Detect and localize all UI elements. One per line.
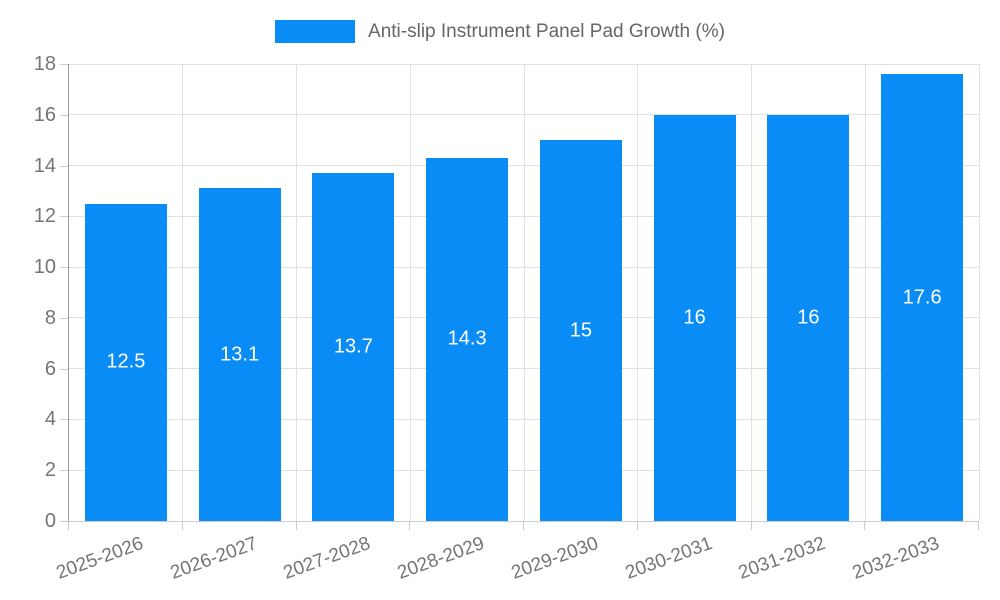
x-tick-label: 2027-2028 [280, 533, 374, 584]
y-axis-tick [60, 114, 68, 116]
y-tick-label: 18 [33, 53, 56, 75]
legend-swatch [275, 20, 356, 43]
y-tick-label: 16 [33, 103, 56, 126]
y-axis-tick [60, 165, 68, 167]
legend-item[interactable]: Anti-slip Instrument Panel Pad Growth (%… [0, 20, 1000, 43]
x-axis-tick [750, 522, 752, 530]
y-tick-label: 0 [44, 510, 56, 532]
y-tick-label: 2 [44, 459, 56, 482]
bar-value-label: 17.6 [902, 286, 942, 309]
x-tick-label: 2026-2027 [167, 533, 260, 584]
x-axis-tick [523, 522, 524, 530]
bar[interactable]: 13.7 [312, 173, 395, 521]
x-gridline [864, 64, 866, 521]
y-tick-label: 10 [33, 256, 56, 279]
x-tick-label: 2029-2030 [508, 533, 602, 584]
y-axis-tick [60, 267, 68, 269]
bar-value-label: 15 [569, 319, 592, 342]
y-axis-tick [60, 521, 68, 522]
bar[interactable]: 14.3 [426, 157, 509, 521]
bar-value-label: 14.3 [447, 327, 487, 350]
y-tick-label: 6 [44, 357, 56, 380]
bar-value-label: 16 [797, 306, 820, 329]
bar[interactable]: 16 [653, 114, 736, 521]
y-axis-tick [60, 216, 68, 218]
y-tick-label: 12 [33, 205, 56, 228]
bar[interactable]: 15 [539, 140, 622, 521]
x-tick-label: 2028-2029 [394, 533, 488, 584]
x-axis-tick [978, 522, 979, 530]
y-axis-tick [60, 470, 68, 472]
y-axis-tick [60, 419, 68, 421]
y-tick-label: 14 [33, 154, 56, 177]
plot-area: 12.5 13.1 13.7 14.3 15 16 16 17.6 [68, 63, 980, 522]
bar[interactable]: 16 [767, 114, 850, 521]
x-gridline [182, 64, 184, 521]
bar-value-label: 13.7 [333, 335, 373, 358]
legend-label: Anti-slip Instrument Panel Pad Growth (%… [368, 21, 725, 42]
y-axis-tick [60, 64, 68, 65]
bar-value-label: 12.5 [106, 350, 146, 373]
y-axis-tick [60, 317, 68, 319]
x-gridline [523, 64, 525, 521]
x-tick-label: 2030-2031 [622, 533, 715, 584]
y-tick-label: 4 [44, 408, 56, 431]
bar[interactable]: 17.6 [881, 74, 964, 521]
x-axis-tick [295, 522, 297, 530]
x-tick-label: 2025-2026 [53, 533, 147, 584]
x-gridline [296, 64, 297, 521]
y-axis-tick [60, 368, 68, 370]
y-tick-label: 8 [44, 306, 56, 329]
x-tick-label: 2032-2033 [849, 533, 943, 584]
x-axis-tick [181, 522, 183, 530]
bar-value-label: 13.1 [220, 343, 260, 366]
bar[interactable]: 13.1 [198, 188, 281, 521]
x-gridline [751, 64, 752, 521]
bar-value-label: 16 [683, 306, 706, 329]
x-gridline [409, 64, 411, 521]
x-axis-tick [636, 522, 638, 530]
x-gridline [978, 64, 980, 521]
x-tick-label: 2031-2032 [735, 533, 829, 584]
x-axis-tick [409, 522, 411, 530]
x-gridline [637, 64, 639, 521]
bar[interactable]: 12.5 [84, 203, 167, 521]
x-axis-tick [68, 522, 69, 530]
x-axis-tick [864, 522, 866, 530]
